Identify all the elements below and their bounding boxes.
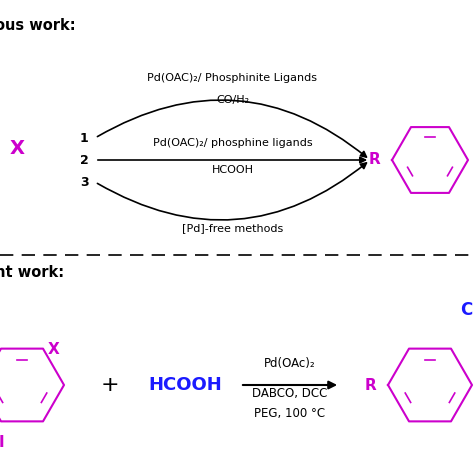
Text: Pd(OAC)₂/ phosphine ligands: Pd(OAC)₂/ phosphine ligands — [153, 138, 312, 148]
Text: R: R — [368, 153, 380, 167]
Text: Pd(OAC)₂/ Phosphinite Ligands: Pd(OAC)₂/ Phosphinite Ligands — [147, 73, 318, 83]
Text: 2: 2 — [80, 154, 89, 166]
Text: 3: 3 — [80, 175, 89, 189]
FancyArrowPatch shape — [97, 100, 366, 157]
Text: X: X — [10, 138, 25, 157]
Text: ous work:: ous work: — [0, 18, 76, 33]
Text: X: X — [48, 342, 60, 357]
Text: HCOOH: HCOOH — [211, 165, 254, 175]
Text: nt work:: nt work: — [0, 265, 64, 280]
FancyArrowPatch shape — [97, 163, 366, 220]
Text: CO/H₂: CO/H₂ — [216, 95, 249, 105]
Text: [Pd]-free methods: [Pd]-free methods — [182, 223, 283, 233]
Text: C: C — [460, 301, 472, 319]
Text: +: + — [100, 375, 119, 395]
Text: DABCO, DCC: DABCO, DCC — [252, 386, 328, 400]
Text: PEG, 100 °C: PEG, 100 °C — [255, 407, 326, 419]
Text: 1: 1 — [80, 131, 89, 145]
Text: Pd(OAc)₂: Pd(OAc)₂ — [264, 356, 316, 370]
Text: R: R — [364, 377, 376, 392]
Text: I: I — [0, 435, 4, 450]
Text: HCOOH: HCOOH — [148, 376, 222, 394]
